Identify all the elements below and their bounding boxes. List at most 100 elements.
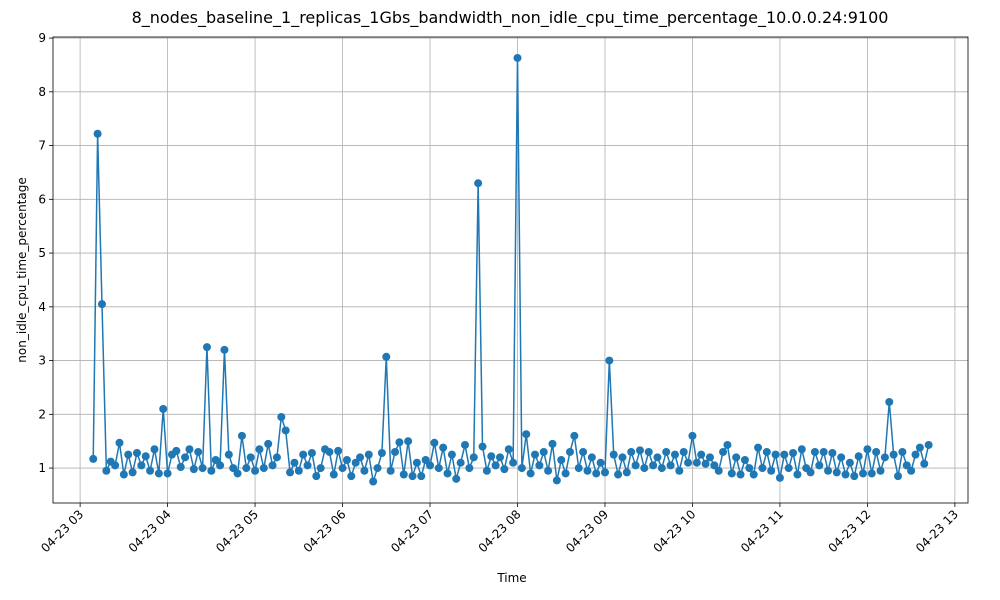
data-point [334,446,343,455]
data-point [609,450,618,459]
data-point [504,445,513,454]
data-point [727,469,736,478]
data-point [216,461,225,470]
data-point [789,449,798,458]
data-point [920,459,929,468]
data-point [264,439,273,448]
data-point [784,464,793,473]
data-point [461,440,470,449]
data-point [872,447,881,456]
data-point [832,468,841,477]
data-point [841,470,850,479]
data-point [762,447,771,456]
y-tick-label: 1 [38,461,46,475]
data-point [443,469,452,478]
data-point [430,438,439,447]
data-point [281,426,290,435]
data-point [202,343,211,352]
x-tick-label: 04-23 05 [213,507,261,555]
y-tick-label: 3 [38,354,46,368]
data-point [163,469,172,478]
data-point [500,465,509,474]
data-point [754,443,763,452]
data-point [740,456,749,465]
x-tick-label: 04-23 08 [476,507,524,555]
data-point [622,468,631,477]
data-point [194,447,203,456]
data-point [452,474,461,483]
data-point [146,466,155,475]
data-point [211,456,220,465]
data-point [797,445,806,454]
data-point [644,447,653,456]
data-point [544,466,553,475]
data-point [793,470,802,479]
data-point [579,447,588,456]
data-point [482,466,491,475]
data-point [924,440,933,449]
data-point [347,472,356,481]
data-point [487,452,496,461]
data-point [312,472,321,481]
data-point [649,461,658,470]
data-point [338,464,347,473]
data-point [902,461,911,470]
data-point [618,453,627,462]
data-point [876,466,885,475]
data-point [583,466,592,475]
data-line [92,57,930,482]
data-point [815,461,824,470]
data-point [469,453,478,462]
data-point [530,450,539,459]
data-point [526,469,535,478]
data-point [137,461,146,470]
x-tick-label: 04-23 04 [126,507,174,555]
data-point [657,464,666,473]
data-point [522,430,531,439]
data-point [189,465,198,474]
data-point [299,450,308,459]
data-point [224,450,233,459]
data-point [574,464,583,473]
data-point [850,472,859,481]
data-point [880,453,889,462]
data-point [631,461,640,470]
data-point [767,466,776,475]
data-point [351,458,360,467]
data-point [395,438,404,447]
data-point [749,470,758,479]
data-point [867,469,876,478]
data-point [679,447,688,456]
data-point [242,464,251,473]
data-point [824,466,833,475]
data-point [605,356,614,365]
data-point [736,470,745,479]
data-point [316,464,325,473]
data-point [434,464,443,473]
data-point [845,458,854,467]
data-point [592,469,601,478]
data-point [386,466,395,475]
data-point [705,453,714,462]
data-point [859,469,868,478]
data-point [115,438,124,447]
data-point [128,468,137,477]
data-point [369,477,378,486]
data-point [277,413,286,422]
data-point [325,447,334,456]
data-point [710,461,719,470]
data-point [806,468,815,477]
data-point [172,446,181,455]
data-point [701,459,710,468]
data-point [465,464,474,473]
data-point [614,470,623,479]
data-point [745,464,754,473]
y-tick-label: 8 [38,85,46,99]
data-point [889,450,898,459]
data-point [373,464,382,473]
data-point [417,472,426,481]
data-point [670,450,679,459]
data-point [141,452,150,461]
data-point [93,129,102,138]
